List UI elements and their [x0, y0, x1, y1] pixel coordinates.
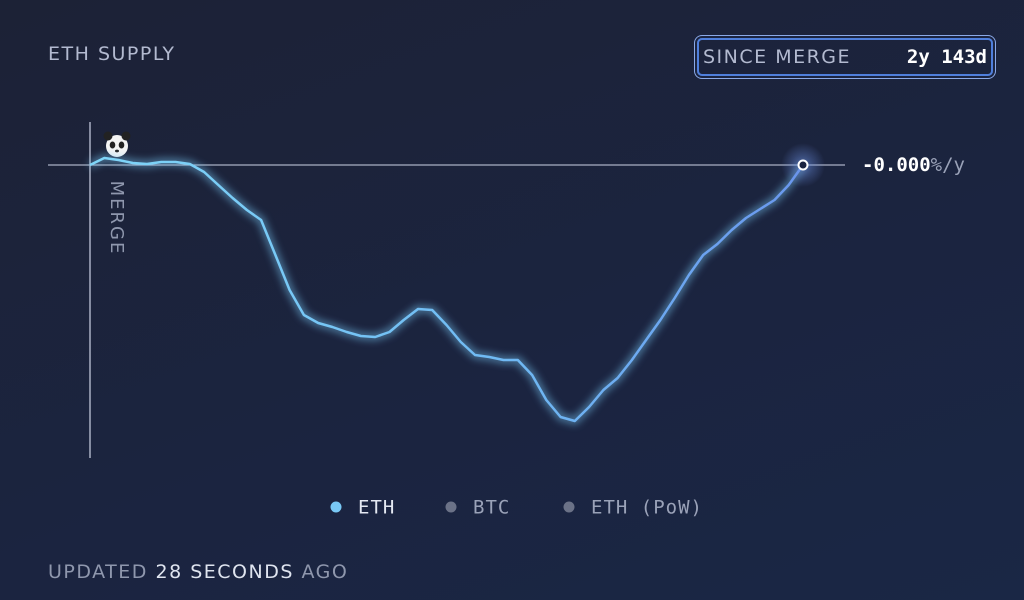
- legend-label[interactable]: BTC: [473, 497, 510, 519]
- period-button[interactable]: SINCE MERGE 2y 143d: [697, 38, 993, 76]
- legend-label[interactable]: ETH (PoW): [591, 497, 703, 519]
- period-value: 2y 143d: [906, 46, 987, 68]
- legend-dot: [330, 501, 342, 513]
- line-glow: [88, 154, 806, 425]
- end-unit: %/y: [931, 154, 965, 176]
- footer-amount: 28: [155, 561, 183, 583]
- legend-dot: [563, 501, 575, 513]
- footer: UPDATED 28 SECONDS AGO: [48, 561, 348, 583]
- footer-prefix: UPDATED: [48, 561, 148, 583]
- title: ETH SUPPLY: [48, 43, 176, 65]
- legend-dot: [445, 501, 457, 513]
- merge-label: MERGE: [106, 181, 127, 256]
- footer-suffix: AGO: [301, 561, 349, 583]
- end-value: -0.000: [862, 154, 931, 176]
- end-label: -0.000%/y: [862, 154, 965, 176]
- footer-unit: SECONDS: [190, 561, 294, 583]
- end-point: [797, 159, 809, 171]
- panda-icon: [103, 131, 131, 157]
- period-label: SINCE MERGE: [703, 46, 852, 68]
- line: [89, 156, 805, 423]
- legend-label[interactable]: ETH: [358, 497, 395, 519]
